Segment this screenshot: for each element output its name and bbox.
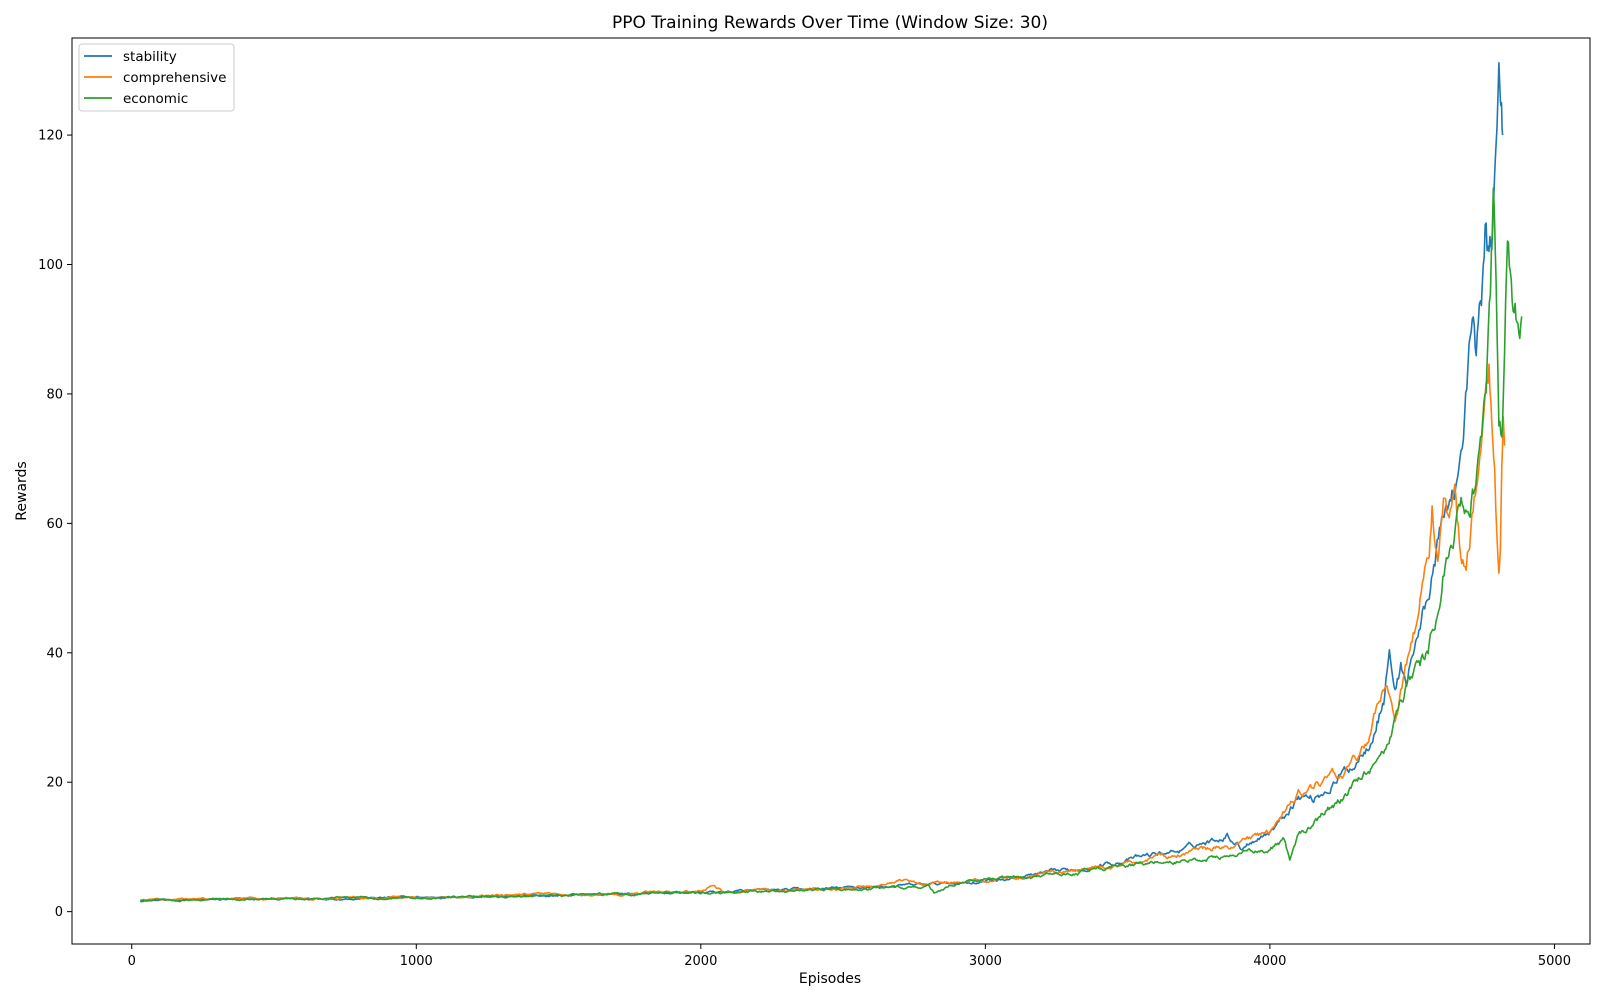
x-tick-label: 0 [128,954,136,969]
series-lines [139,62,1523,903]
y-axis-ticks: 0 20 40 60 80 100 120 [38,129,72,920]
y-tick-label: 120 [38,129,63,144]
legend: stability comprehensive economic [78,43,235,112]
chart-title: PPO Training Rewards Over Time (Window S… [612,13,1048,33]
plot-frame [71,37,1591,945]
y-axis-label: Rewards [14,461,30,520]
y-tick-label: 60 [46,517,63,532]
legend-box [78,43,235,112]
x-tick-label: 1000 [400,954,433,969]
x-tick-label: 4000 [1253,954,1286,969]
y-tick-label: 40 [46,646,63,661]
series-line-economic [140,187,1523,903]
legend-label-stability: stability [123,49,177,65]
legend-label-comprehensive: comprehensive [123,70,226,86]
legend-label-economic: economic [123,91,188,107]
x-axis-ticks: 0 1000 2000 3000 4000 5000 [128,944,1571,969]
y-tick-label: 0 [55,905,63,920]
x-tick-label: 3000 [969,954,1002,969]
y-tick-label: 100 [38,258,63,273]
x-tick-label: 5000 [1538,954,1571,969]
y-tick-label: 80 [46,387,63,402]
x-axis-label: Episodes [799,971,861,987]
y-tick-label: 20 [46,776,63,791]
x-tick-label: 2000 [684,954,717,969]
